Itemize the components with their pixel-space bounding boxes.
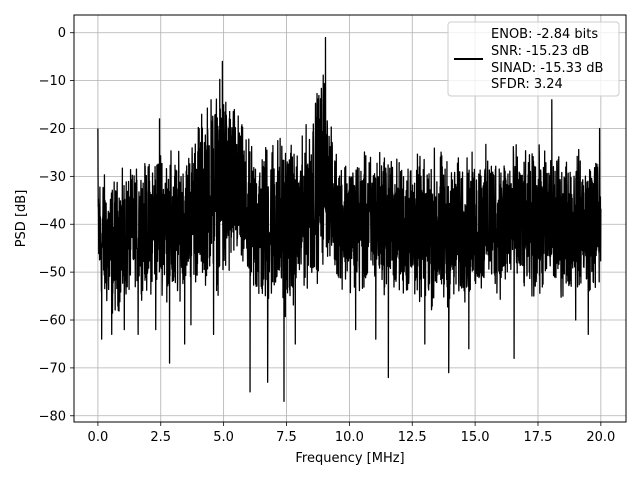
legend-box [447, 21, 620, 97]
y-tick-label: −30 [39, 170, 66, 185]
legend-sinad: SINAD: -15.33 dB [491, 61, 603, 76]
y-tick-label: −20 [39, 122, 66, 137]
legend: ENOB: -2.84 bits SNR: -15.23 dB SINAD: -… [447, 21, 620, 97]
x-axis-label: Frequency [MHz] [295, 451, 404, 466]
x-tick-label: 12.5 [398, 430, 427, 445]
x-tick-label: 7.5 [276, 430, 297, 445]
psd-series-line [97, 36, 602, 403]
x-tick-label: 10.0 [335, 430, 364, 445]
x-tick-label: 5.0 [213, 430, 234, 445]
legend-snr: SNR: -15.23 dB [491, 44, 589, 59]
psd-trace-layer [97, 36, 602, 403]
y-axis-label: PSD [dB] [14, 190, 29, 248]
y-tick-label: −10 [39, 74, 66, 89]
x-tick-label: 17.5 [524, 430, 553, 445]
y-tick-label: 0 [58, 26, 66, 41]
legend-enob: ENOB: -2.84 bits [491, 27, 598, 42]
legend-sfdr: SFDR: 3.24 [491, 77, 563, 92]
plot-frame [73, 14, 627, 423]
x-tick-label: 20.0 [586, 430, 615, 445]
y-tick-label: −50 [39, 266, 66, 281]
x-tick-label: 2.5 [150, 430, 171, 445]
y-tick-label: −70 [39, 361, 66, 376]
y-tick-label: −40 [39, 218, 66, 233]
y-tick-label: −60 [39, 314, 66, 329]
y-tick-label: −80 [39, 409, 66, 424]
x-tick-label: 15.0 [461, 430, 490, 445]
tick-layer: 0.0 2.5 5.0 7.5 10.0 12.5 15.0 17.5 20.0 0 −10 −20 −… [39, 26, 616, 445]
x-tick-label: 0.0 [88, 430, 109, 445]
